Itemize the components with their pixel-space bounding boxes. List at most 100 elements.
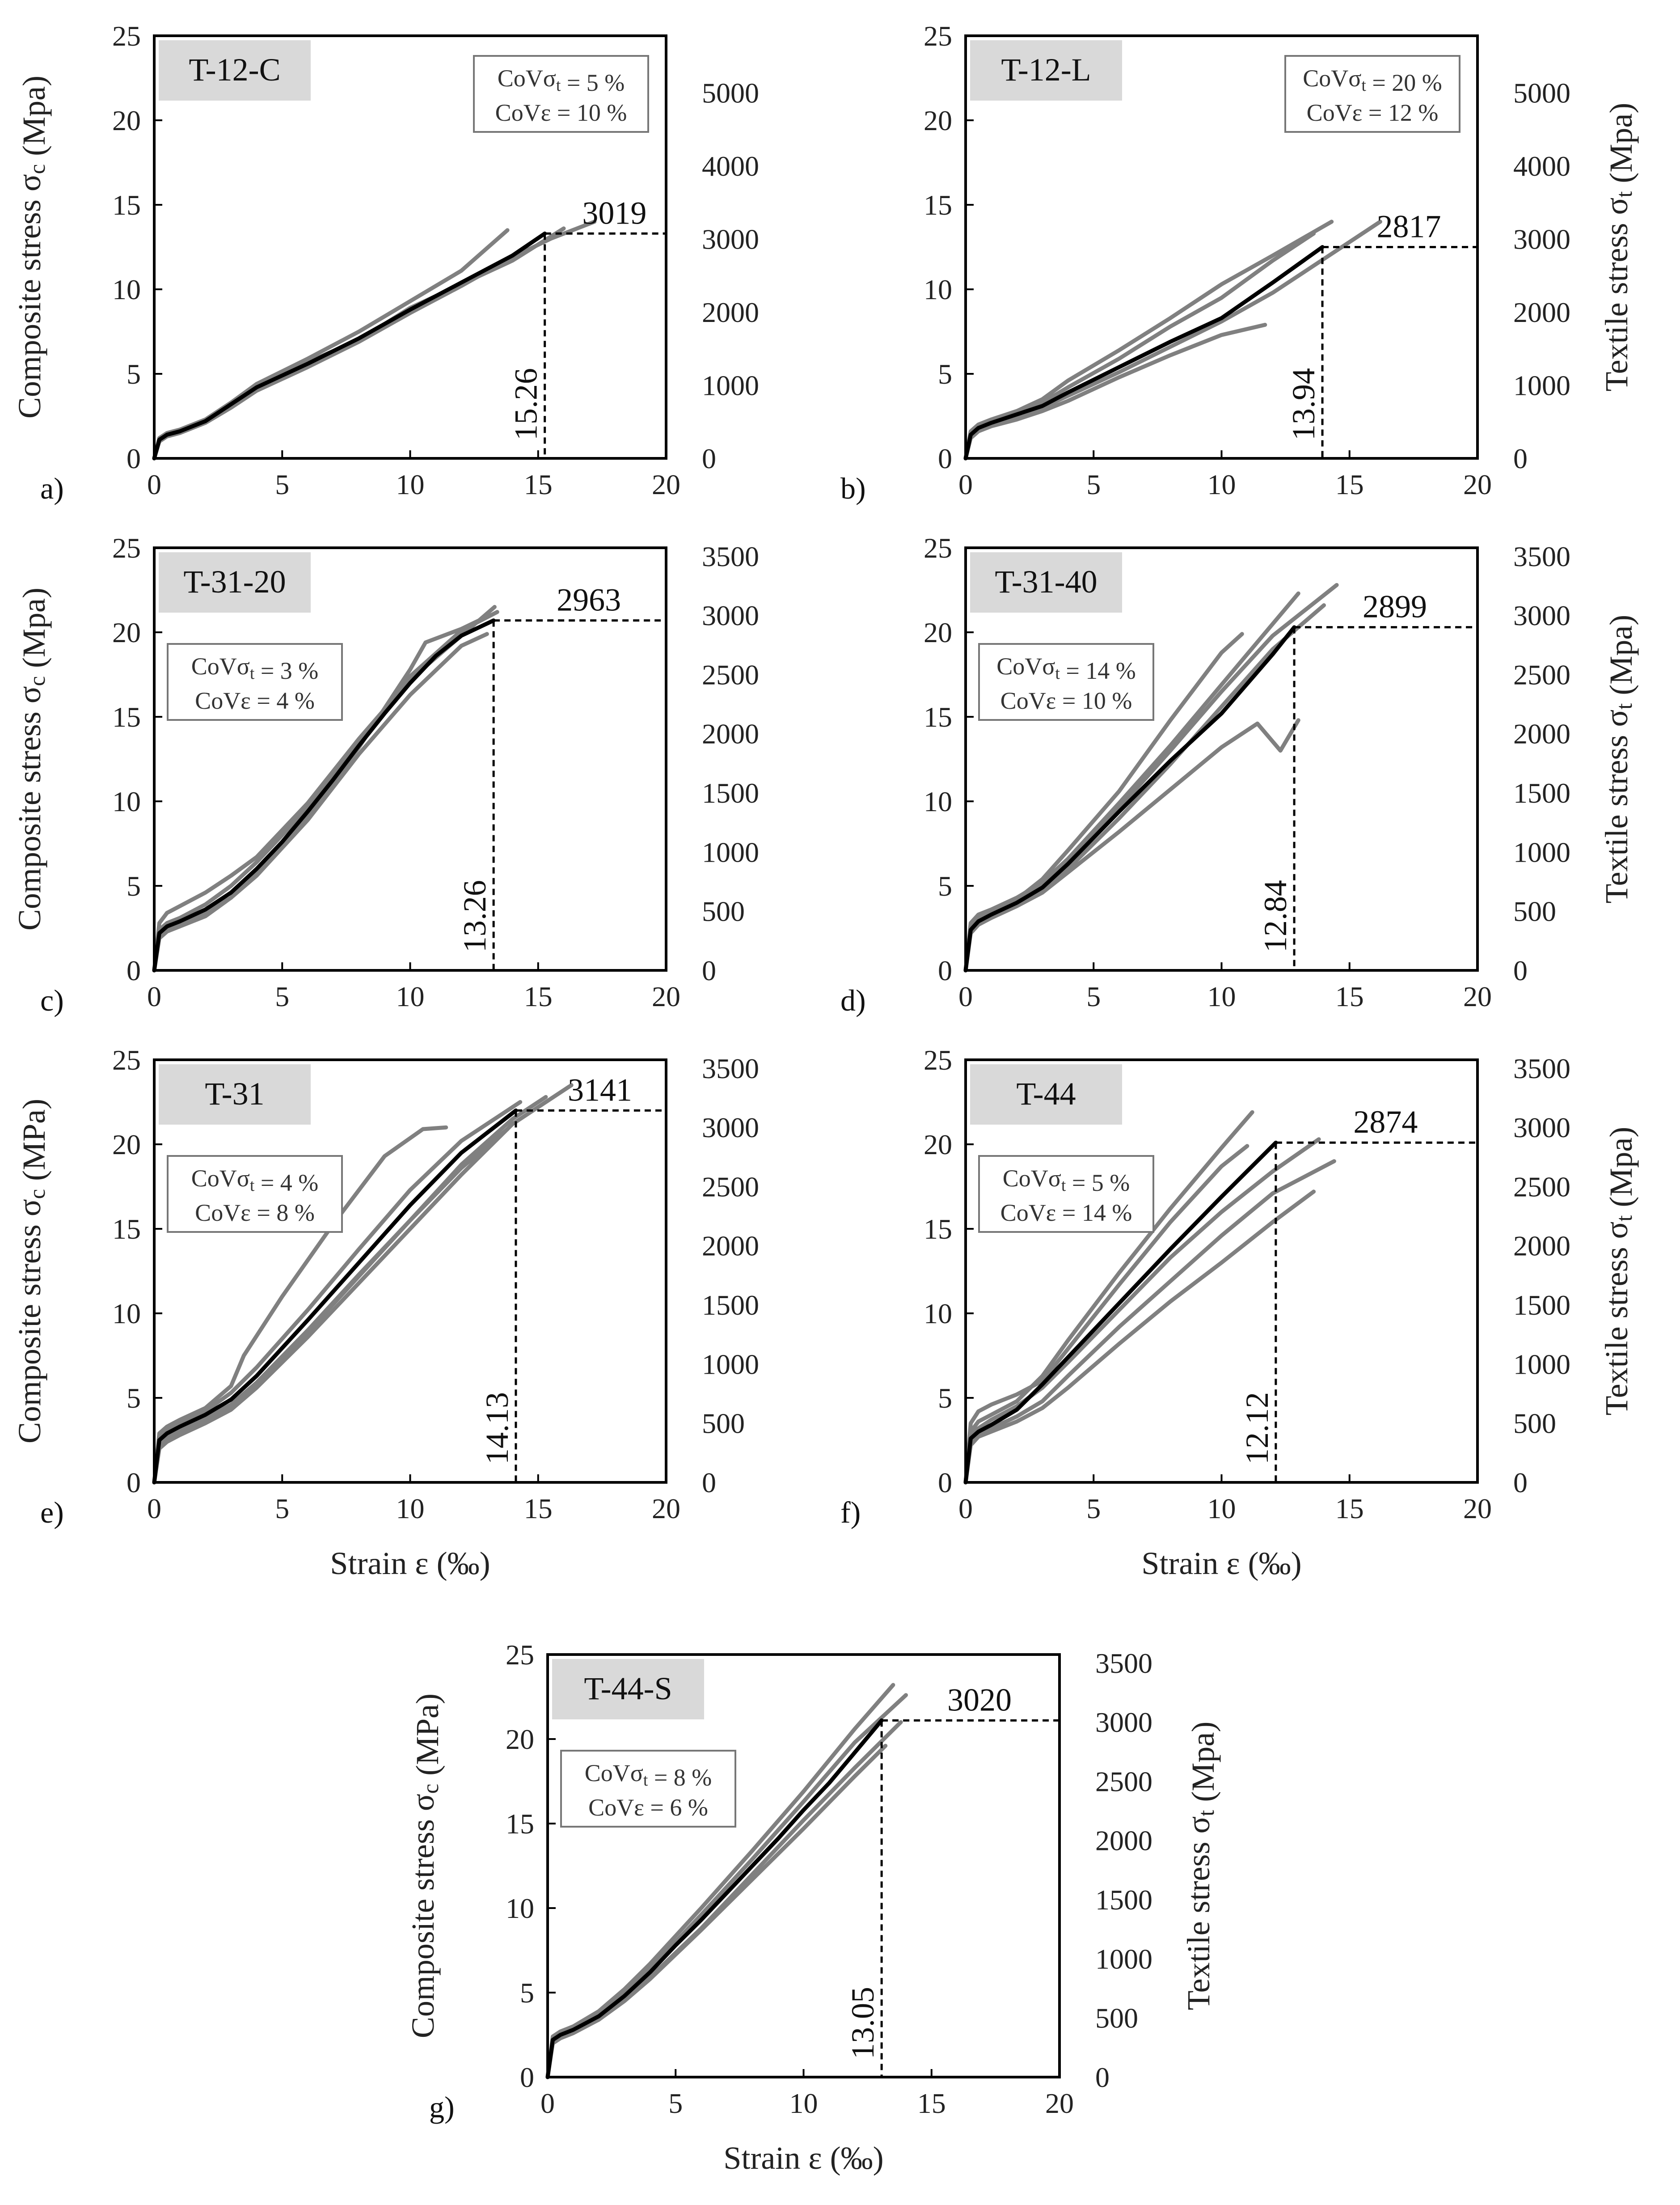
- cov-sigma-text: CoVσt = 14 %: [996, 653, 1136, 684]
- cov-sigma-text-part: CoV: [191, 1165, 237, 1192]
- y2-tick-label: 0: [702, 1467, 716, 1498]
- x-tick-label: 0: [540, 2087, 555, 2119]
- cov-eps-text-part: CoVε = 8 %: [195, 1199, 315, 1226]
- cov-sigma-text-part: = 20 %: [1366, 69, 1442, 96]
- y2-axis-label-part: (Mpa): [1603, 1127, 1639, 1215]
- x-tick-label: 5: [1086, 469, 1101, 500]
- y2-tick-label: 3500: [1095, 1647, 1152, 1679]
- specimen-curve: [152, 1100, 523, 1485]
- y2-tick-label: 2000: [1513, 1230, 1570, 1262]
- y2-tick-label: 500: [1095, 2002, 1138, 2034]
- y-axis-label-subscript: c: [418, 1784, 443, 1794]
- x-tick-label: 10: [1207, 469, 1236, 500]
- x-axis-label: Strain ε (‰): [330, 1545, 490, 1581]
- specimen-curve: [963, 718, 1300, 973]
- y2-tick-label: 1000: [702, 369, 759, 401]
- y-tick-label: 20: [112, 617, 141, 648]
- cov-sigma-text: CoVσt = 8 %: [585, 1760, 712, 1791]
- y-axis-label: Composite stress σc (Mpa): [12, 588, 52, 931]
- y-tick-label: 10: [924, 786, 952, 817]
- y2-tick-label: 500: [1513, 896, 1556, 927]
- peak-strain-label: 15.26: [508, 368, 544, 440]
- y2-tick-label: 3500: [1513, 541, 1570, 572]
- y-axis-label: Composite stress σc (Mpa): [12, 76, 52, 419]
- panel-title: T-12-L: [1001, 52, 1091, 88]
- cov-box: [167, 1155, 343, 1233]
- y2-axis-label-part: Textile stress: [1599, 215, 1634, 391]
- x-tick-label: 10: [396, 1493, 425, 1524]
- y-axis-label-part: Composite stress: [12, 703, 47, 931]
- y2-tick-label: 4000: [1513, 150, 1570, 182]
- cov-sigma-text-subscript: t: [1361, 76, 1366, 95]
- specimen-curve: [152, 1083, 574, 1485]
- y-tick-label: 10: [112, 1298, 141, 1329]
- cov-sigma-text-sigma: σ: [237, 1165, 250, 1192]
- x-axis-label: Strain ε (‰): [1141, 1545, 1301, 1581]
- peak-textile-stress-label: 2817: [1377, 209, 1441, 245]
- cov-sigma-text-subscript: t: [643, 1771, 648, 1790]
- y2-tick-label: 3000: [1095, 1706, 1152, 1738]
- x-tick-label: 0: [958, 469, 973, 500]
- y2-tick-label: 2500: [702, 1171, 759, 1202]
- cov-eps-text: CoVε = 10 %: [1000, 687, 1132, 714]
- y-tick-label: 0: [127, 443, 141, 474]
- specimen-curve: [963, 591, 1300, 973]
- cov-sigma-text-sigma: σ: [543, 65, 556, 92]
- y-tick-label: 5: [520, 1977, 534, 2009]
- panel-t-12-c: 15.26 3019 0 5 10 15 20 0 5 10 15 20 25 0 1000 2000 3000…: [12, 20, 759, 505]
- y2-tick-label: 1000: [1513, 1348, 1570, 1380]
- peak-strain-label: 12.12: [1239, 1392, 1275, 1464]
- y2-tick-label: 0: [702, 955, 716, 986]
- y-tick-label: 0: [520, 2061, 534, 2093]
- cov-eps-text-part: CoVε = 12 %: [1307, 99, 1439, 126]
- x-tick-label: 0: [147, 469, 161, 500]
- panel-label: f): [840, 1495, 861, 1529]
- y-tick-label: 15: [112, 189, 141, 221]
- y-tick-label: 0: [938, 443, 952, 474]
- cov-sigma-text-sigma: σ: [237, 653, 250, 680]
- y2-tick-label: 3500: [702, 541, 759, 572]
- peak-textile-stress-label: 2874: [1353, 1104, 1418, 1140]
- mean-curve: [152, 1108, 518, 1485]
- y2-tick-label: 2500: [1513, 659, 1570, 690]
- cov-sigma-text: CoVσt = 20 %: [1303, 65, 1442, 96]
- panel-t-12-l: 13.94 2817 0 5 10 15 20 0 5 10 15 20 25 0 1000 2000 3000…: [840, 20, 1639, 505]
- y-axis-label-subscript: c: [25, 164, 50, 174]
- panel-title: T-44-S: [584, 1671, 672, 1706]
- y2-tick-label: 1500: [702, 1289, 759, 1321]
- y-axis-label-subscript: c: [25, 676, 50, 686]
- y2-axis-label: Textile stress σt (Mpa): [1181, 1722, 1221, 2010]
- y2-axis-label-sigma: σ: [1599, 198, 1634, 215]
- y2-tick-label: 0: [1095, 2061, 1110, 2093]
- peak-strain-label: 13.05: [845, 1987, 881, 2059]
- x-tick-label: 15: [1335, 469, 1364, 500]
- y-tick-label: 25: [112, 20, 141, 52]
- y2-tick-label: 1500: [1095, 1884, 1152, 1916]
- y-tick-label: 10: [506, 1892, 534, 1924]
- peak-strain-label: 12.84: [1258, 880, 1293, 952]
- peak-textile-stress-label: 2899: [1363, 589, 1427, 625]
- panel-t-44-s: 13.05 3020 0 5 10 15 20 0 5 10 15 20 25 0 500 1000 1500 2…: [405, 1639, 1221, 2176]
- y2-tick-label: 2000: [1513, 296, 1570, 328]
- specimen-curve: [152, 610, 499, 973]
- peak-strain-label: 13.94: [1286, 368, 1321, 440]
- y-axis-label-part: Composite stress: [405, 1811, 441, 2038]
- y2-tick-label: 500: [702, 1408, 745, 1439]
- x-tick-label: 0: [958, 1493, 973, 1524]
- cov-sigma-text-part: CoV: [585, 1760, 630, 1786]
- cov-sigma-text: CoVσt = 5 %: [1003, 1165, 1130, 1196]
- y2-tick-label: 1000: [1513, 369, 1570, 401]
- x-tick-label: 10: [396, 469, 425, 500]
- x-axis-label: Strain ε (‰): [723, 2140, 883, 2176]
- y2-tick-label: 2000: [1513, 718, 1570, 750]
- cov-box: [167, 643, 343, 721]
- cov-sigma-text-part: = 4 %: [254, 1169, 318, 1196]
- y2-tick-label: 0: [1513, 1467, 1528, 1498]
- x-tick-label: 10: [1207, 981, 1236, 1012]
- cov-box: [978, 1155, 1154, 1233]
- title-box: [159, 40, 311, 101]
- y-tick-label: 15: [924, 189, 952, 221]
- x-tick-label: 15: [524, 1493, 553, 1524]
- x-tick-label: 20: [1463, 1493, 1492, 1524]
